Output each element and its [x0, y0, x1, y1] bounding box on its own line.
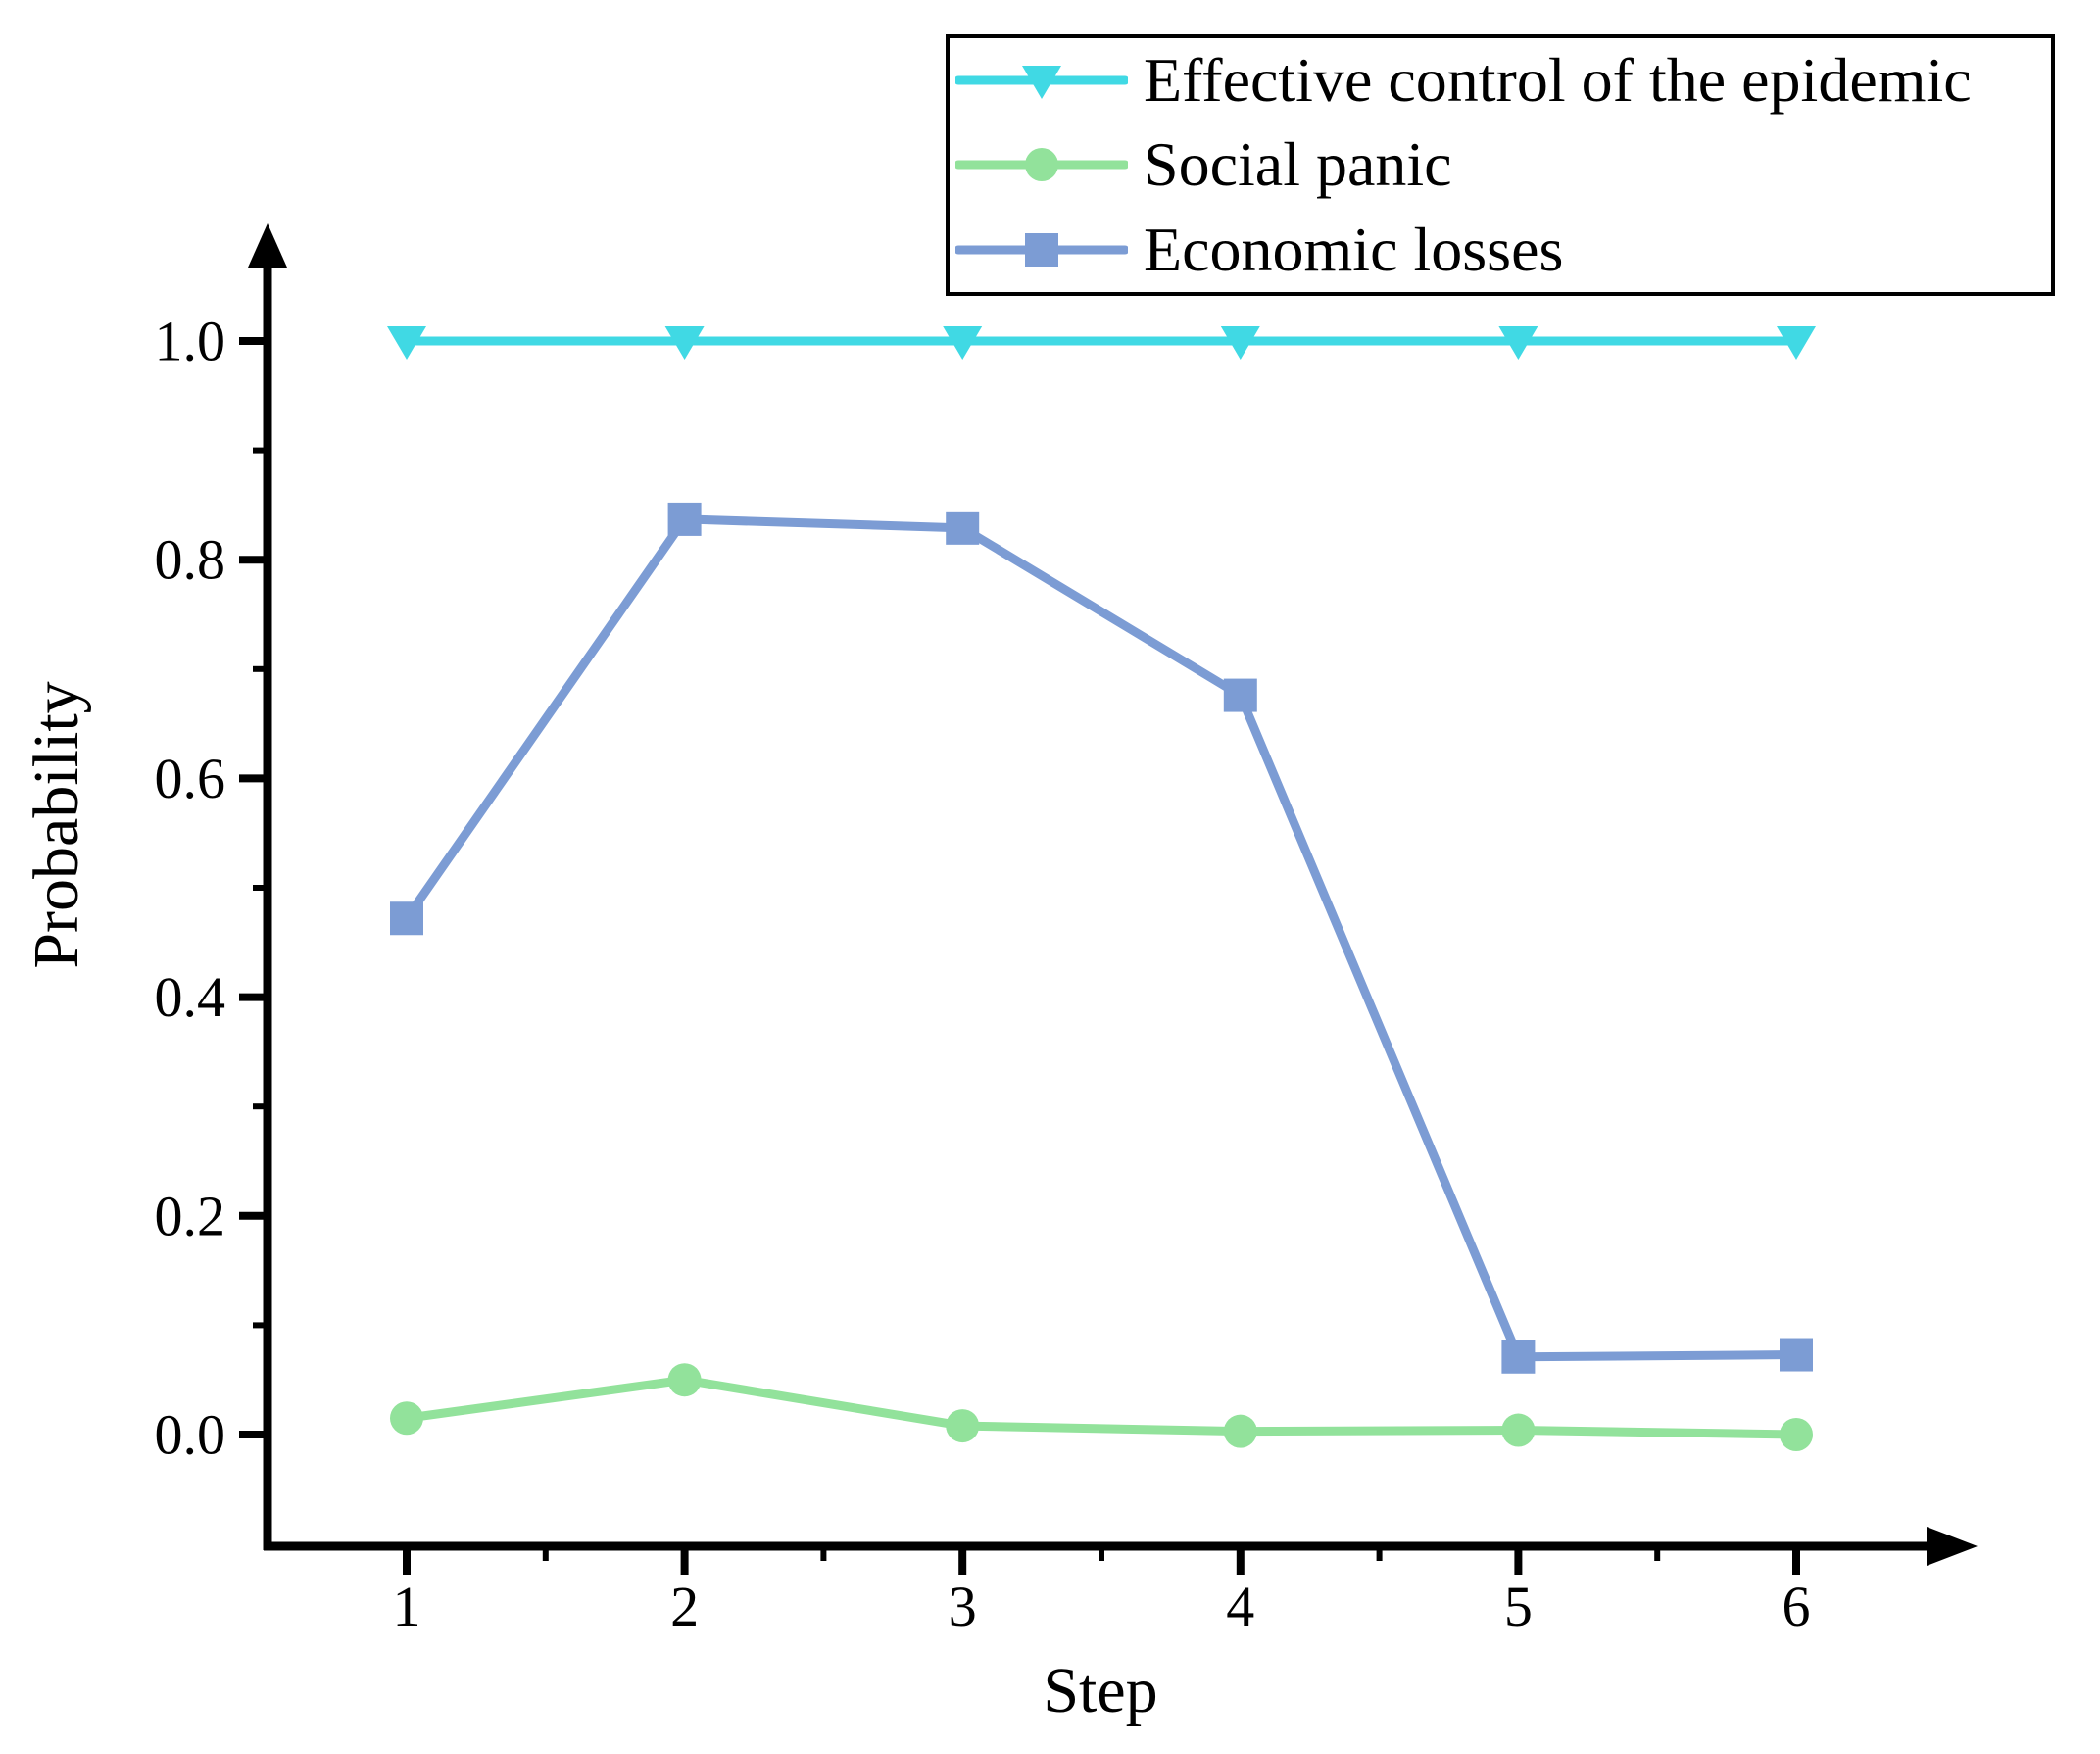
marker-economic-losses-point-1: [390, 901, 423, 936]
marker-economic-losses-point-6: [1780, 1338, 1813, 1372]
marker-social-panic-point-5: [1501, 1413, 1536, 1447]
marker-effective-control-of-the-epidemic-point-3: [943, 326, 983, 360]
y-tick-label: 0.8: [155, 528, 226, 592]
marker-economic-losses-point-5: [1501, 1340, 1536, 1374]
x-tick-label: 1: [393, 1575, 421, 1638]
marker-social-panic-point-1: [390, 1401, 423, 1436]
x-axis-arrow-icon: [1927, 1527, 1978, 1566]
marker-effective-control-of-the-epidemic-point-6: [1777, 326, 1816, 360]
series-line-social-panic: [402, 1375, 1801, 1439]
marker-effective-control-of-the-epidemic-point-4: [1220, 326, 1260, 360]
marker-social-panic-point-4: [1223, 1414, 1257, 1448]
legend-triangle-down-icon: [955, 66, 1128, 100]
y-axis-arrow-icon: [248, 223, 287, 268]
legend-item-label: Economic losses: [1144, 214, 1564, 284]
legend-item-economic-losses: Economic losses: [955, 208, 2051, 292]
x-axis-title: Step: [1043, 1655, 1158, 1727]
y-tick-label: 0.4: [155, 965, 226, 1029]
legend-item-label: Social panic: [1144, 129, 1452, 200]
marker-economic-losses-point-4: [1223, 678, 1257, 712]
legend-circle-icon: [955, 148, 1128, 182]
marker-economic-losses-point-2: [667, 502, 702, 536]
legend-square-icon: [955, 232, 1128, 267]
marker-social-panic-point-2: [667, 1363, 702, 1397]
marker-economic-losses-point-3: [946, 511, 980, 545]
x-tick-label: 2: [670, 1575, 699, 1638]
legend-item-social-panic: Social panic: [955, 122, 2051, 207]
x-tick-label: 5: [1504, 1575, 1533, 1638]
y-tick-label: 0.6: [155, 747, 226, 810]
marker-social-panic-point-6: [1780, 1418, 1813, 1451]
legend-item-label: Effective control of the epidemic: [1144, 45, 1972, 116]
marker-effective-control-of-the-epidemic-point-5: [1498, 326, 1538, 360]
y-tick-label: 0.0: [155, 1403, 226, 1467]
marker-effective-control-of-the-epidemic-point-1: [387, 326, 426, 360]
x-tick-label: 3: [949, 1575, 977, 1638]
marker-effective-control-of-the-epidemic-point-2: [664, 326, 705, 360]
marker-social-panic-point-3: [946, 1409, 980, 1443]
series-line-economic-losses: [402, 514, 1801, 1362]
legend-item-effective-control-of-the-epidemic: Effective control of the epidemic: [955, 38, 2051, 122]
x-tick-label: 6: [1783, 1575, 1811, 1638]
x-tick-label: 4: [1226, 1575, 1254, 1638]
y-tick-label: 1.0: [155, 310, 226, 373]
legend: Effective control of the epidemic Social …: [946, 34, 2055, 296]
y-tick-label: 0.2: [155, 1184, 226, 1247]
y-axis-title: Probability: [21, 681, 92, 969]
